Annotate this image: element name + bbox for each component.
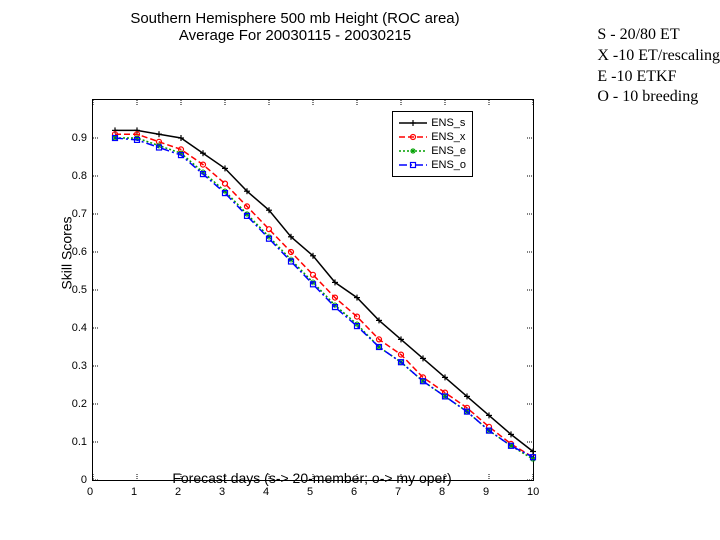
x-tick-label: 3 [219,486,225,498]
y-tick-label: 0.2 [63,398,87,410]
y-tick-label: 0.8 [63,170,87,182]
chart-title-1: Southern Hemisphere 500 mb Height (ROC a… [30,10,560,27]
x-tick-label: 8 [439,486,445,498]
annotation-line: E -10 ETKF [597,67,720,88]
annotation-line: O - 10 breeding [597,87,720,108]
x-tick-label: 5 [307,486,313,498]
chart-container: Southern Hemisphere 500 mb Height (ROC a… [30,10,560,520]
x-tick-label: 7 [395,486,401,498]
plot-area: 00.10.20.30.40.50.60.70.80.9012345678910… [92,99,534,481]
annotation-legend: S - 20/80 ET X -10 ET/rescaling E -10 ET… [597,25,720,108]
legend-label: ENS_o [431,159,466,171]
legend-label: ENS_e [431,145,466,157]
y-tick-label: 0.4 [63,322,87,334]
x-tick-label: 2 [175,486,181,498]
annotation-line: X -10 ET/rescaling [597,46,720,67]
legend-item: ENS_x [399,130,466,144]
legend-item: ENS_e [399,144,466,158]
x-axis-label: Forecast days (s-> 20-member; o-> my ope… [92,470,532,486]
x-tick-label: 4 [263,486,269,498]
y-tick-label: 0.3 [63,360,87,372]
x-tick-label: 0 [87,486,93,498]
x-tick-label: 1 [131,486,137,498]
chart-title-2: Average For 20030115 - 20030215 [30,27,560,44]
legend-label: ENS_x [431,131,465,143]
legend-item: ENS_o [399,158,466,172]
y-axis-label: Skill Scores [59,216,75,289]
legend-label: ENS_s [431,117,465,129]
legend-item: ENS_s [399,116,466,130]
annotation-line: S - 20/80 ET [597,25,720,46]
x-tick-label: 6 [351,486,357,498]
x-tick-label: 9 [483,486,489,498]
y-tick-label: 0.9 [63,132,87,144]
y-tick-label: 0.1 [63,436,87,448]
y-tick-label: 0 [63,474,87,486]
x-tick-label: 10 [527,486,539,498]
chart-legend: ENS_s ENS_x ENS_e ENS_o [392,111,473,177]
